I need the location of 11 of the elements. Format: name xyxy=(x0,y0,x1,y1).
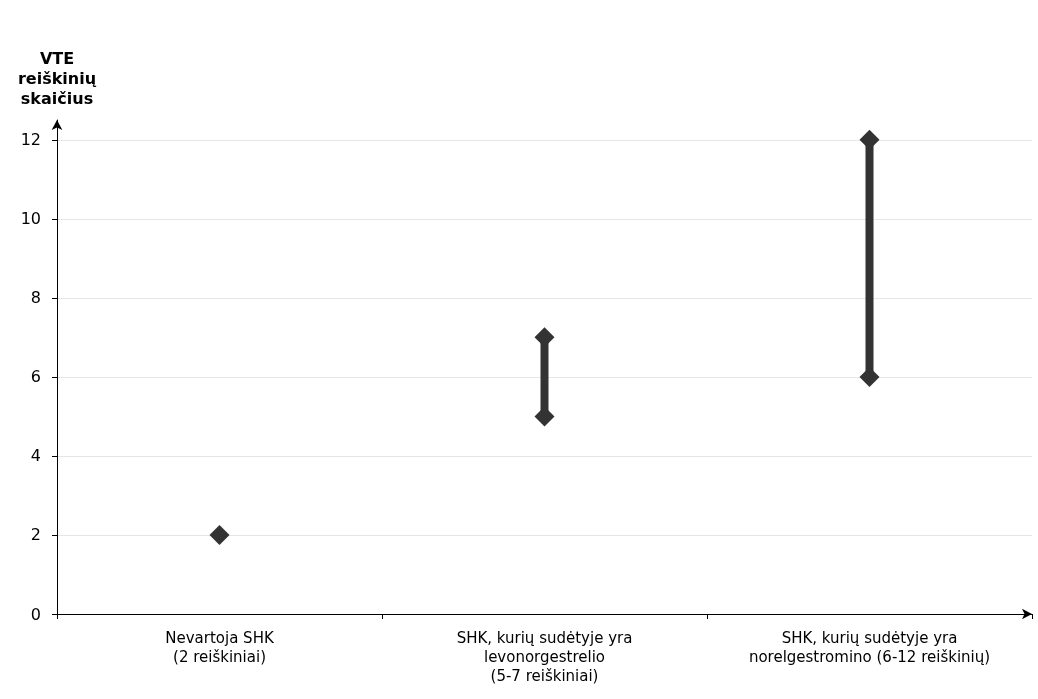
y-tick-label: 4 xyxy=(30,446,41,466)
y-tick-label: 2 xyxy=(30,525,41,545)
x-tick-label: Nevartoja SHK (2 reiškiniai) xyxy=(165,628,275,666)
y-tick-label: 0 xyxy=(30,604,41,624)
x-tick-label: SHK, kurių sudėtyje yra levonorgestrelio (5-7 reiškiniai) xyxy=(456,628,633,685)
y-tick-label: 6 xyxy=(30,367,41,387)
y-tick-label: 12 xyxy=(20,130,41,150)
y-tick-label: 10 xyxy=(20,209,41,229)
x-tick-label: SHK, kurių sudėtyje yra norelgestromino (6-12 reiškinių) xyxy=(748,628,991,666)
y-axis-title: VTE reiškinių skaičius xyxy=(17,48,97,108)
y-tick-label: 8 xyxy=(30,288,41,308)
